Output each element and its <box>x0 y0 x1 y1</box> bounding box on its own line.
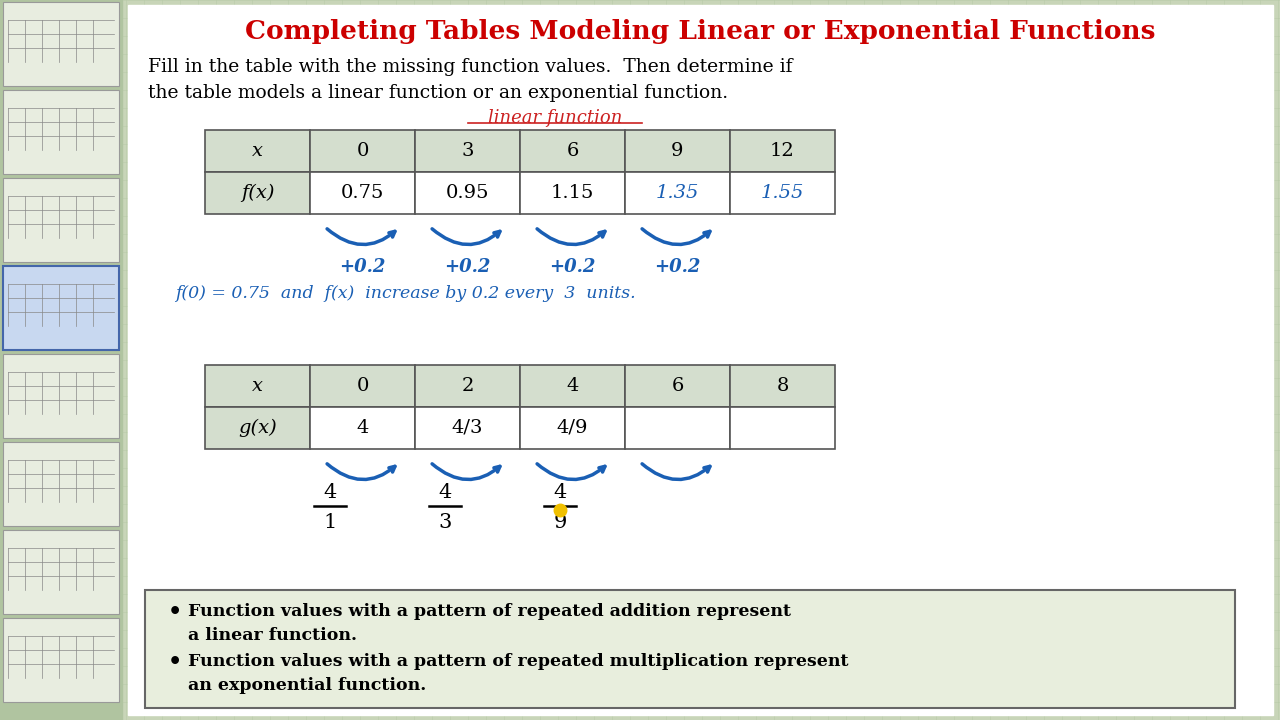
Text: g(x): g(x) <box>238 419 276 437</box>
Bar <box>730 172 835 214</box>
Text: 2: 2 <box>461 377 474 395</box>
Bar <box>205 407 310 449</box>
Bar <box>3 354 119 438</box>
Bar <box>310 365 415 407</box>
Bar <box>3 442 119 526</box>
Text: •: • <box>168 652 182 672</box>
Bar <box>625 130 730 172</box>
Bar <box>415 130 520 172</box>
Bar <box>310 172 415 214</box>
Text: 3: 3 <box>461 142 474 160</box>
Bar <box>625 365 730 407</box>
Text: 9: 9 <box>553 513 567 531</box>
Bar <box>3 618 119 702</box>
Text: +0.2: +0.2 <box>444 258 490 276</box>
Text: 1.55: 1.55 <box>760 184 804 202</box>
Bar <box>145 590 1235 708</box>
Text: 0: 0 <box>356 142 369 160</box>
Text: +0.2: +0.2 <box>654 258 700 276</box>
Text: Completing Tables Modeling Linear or Exponential Functions: Completing Tables Modeling Linear or Exp… <box>244 19 1156 45</box>
Text: an exponential function.: an exponential function. <box>188 678 426 695</box>
Text: 12: 12 <box>771 142 795 160</box>
Text: x: x <box>252 377 262 395</box>
Bar <box>128 5 1274 715</box>
Bar <box>415 365 520 407</box>
Text: a linear function.: a linear function. <box>188 628 357 644</box>
Text: +0.2: +0.2 <box>339 258 385 276</box>
Bar <box>3 266 119 350</box>
Bar <box>205 130 310 172</box>
Text: the table models a linear function or an exponential function.: the table models a linear function or an… <box>148 84 728 102</box>
Bar <box>3 178 119 262</box>
Text: 1.35: 1.35 <box>655 184 699 202</box>
Text: 1: 1 <box>324 513 337 531</box>
Text: •: • <box>168 602 182 622</box>
Bar <box>3 90 119 174</box>
Text: Fill in the table with the missing function values.  Then determine if: Fill in the table with the missing funct… <box>148 58 792 76</box>
Text: 3: 3 <box>438 513 452 531</box>
Text: 4: 4 <box>566 377 579 395</box>
Bar <box>730 365 835 407</box>
Text: Function values with a pattern of repeated multiplication represent: Function values with a pattern of repeat… <box>188 654 849 670</box>
Bar <box>310 407 415 449</box>
Text: 0.75: 0.75 <box>340 184 384 202</box>
Text: 4/9: 4/9 <box>557 419 589 437</box>
Bar <box>730 407 835 449</box>
Text: f(0) = 0.75  and  f(x)  increase by 0.2 every  3  units.: f(0) = 0.75 and f(x) increase by 0.2 eve… <box>175 286 636 302</box>
Text: 8: 8 <box>776 377 788 395</box>
Text: 4: 4 <box>356 419 369 437</box>
Bar <box>3 530 119 614</box>
Text: linear function: linear function <box>488 109 622 127</box>
Text: f(x): f(x) <box>241 184 274 202</box>
Bar <box>415 172 520 214</box>
Text: 9: 9 <box>671 142 684 160</box>
Bar <box>625 172 730 214</box>
Text: x: x <box>252 142 262 160</box>
Text: 4: 4 <box>324 482 337 502</box>
Text: +0.2: +0.2 <box>549 258 595 276</box>
Text: 6: 6 <box>566 142 579 160</box>
Text: 0.95: 0.95 <box>445 184 489 202</box>
Bar <box>415 407 520 449</box>
Bar <box>205 365 310 407</box>
Bar <box>625 407 730 449</box>
Bar <box>520 407 625 449</box>
Text: 0: 0 <box>356 377 369 395</box>
Bar <box>520 172 625 214</box>
Bar <box>205 172 310 214</box>
Bar <box>730 130 835 172</box>
Bar <box>520 365 625 407</box>
Text: 6: 6 <box>671 377 684 395</box>
Text: Function values with a pattern of repeated addition represent: Function values with a pattern of repeat… <box>188 603 791 621</box>
Bar <box>3 2 119 86</box>
Text: 1.15: 1.15 <box>550 184 594 202</box>
Text: 4/3: 4/3 <box>452 419 484 437</box>
Bar <box>310 130 415 172</box>
Text: 4: 4 <box>553 482 567 502</box>
Text: 4: 4 <box>438 482 452 502</box>
Bar <box>3 266 119 350</box>
Bar <box>520 130 625 172</box>
Bar <box>0 0 122 720</box>
